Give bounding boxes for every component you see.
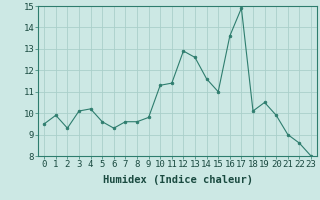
X-axis label: Humidex (Indice chaleur): Humidex (Indice chaleur): [103, 175, 252, 185]
